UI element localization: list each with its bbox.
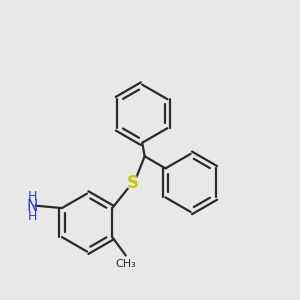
Text: CH₃: CH₃ — [116, 260, 136, 269]
Text: H: H — [27, 210, 37, 223]
Text: H: H — [27, 190, 37, 203]
Text: N: N — [26, 199, 38, 214]
Text: S: S — [127, 174, 139, 192]
